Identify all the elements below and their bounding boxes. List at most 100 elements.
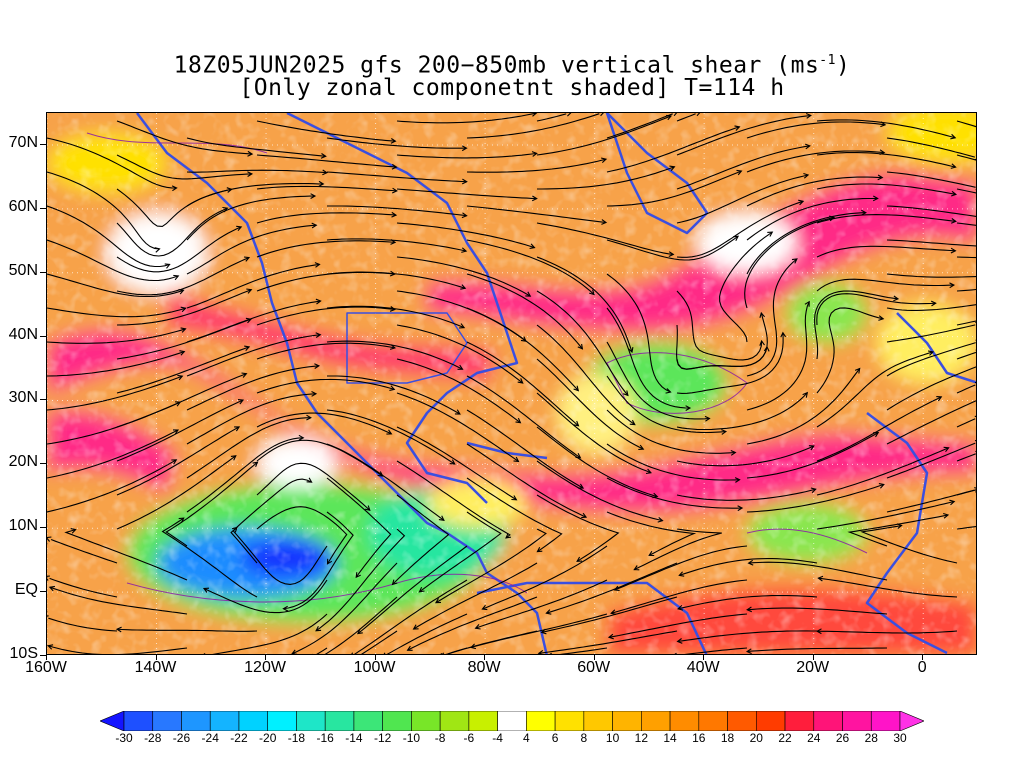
streamline-arrow	[391, 211, 398, 218]
colorbar-label: -26	[172, 731, 191, 745]
streamline-arrow	[237, 399, 245, 405]
streamline	[186, 437, 304, 513]
colorbar-label: -28	[144, 731, 162, 745]
shear-map	[46, 112, 977, 655]
streamline	[466, 113, 600, 139]
streamline	[165, 461, 258, 547]
streamline	[536, 256, 633, 353]
streamline-arrow	[177, 374, 184, 381]
streamline	[186, 365, 319, 411]
streamline	[466, 341, 579, 427]
streamline-arrow	[179, 350, 186, 356]
streamline	[47, 429, 179, 479]
streamline	[212, 613, 328, 654]
lat-tick	[40, 271, 46, 273]
streamline-arrow	[230, 455, 237, 461]
streamline	[116, 318, 252, 360]
streamline-arrow	[178, 517, 185, 523]
streamline	[186, 334, 321, 377]
streamline	[466, 443, 587, 518]
streamline	[47, 351, 185, 377]
streamline	[746, 121, 886, 139]
streamline	[256, 120, 396, 142]
streamline	[116, 120, 253, 155]
streamline	[746, 258, 798, 377]
streamline	[326, 238, 467, 252]
streamline-arrow	[975, 128, 976, 129]
streamline	[482, 545, 608, 610]
streamline-arrow	[390, 239, 397, 245]
streamline	[956, 453, 976, 462]
streamline-arrow	[613, 585, 620, 592]
streamline	[256, 240, 396, 258]
streamline	[475, 579, 608, 629]
lon-tick	[812, 655, 814, 660]
colorbar-swatch	[468, 711, 498, 731]
streamline	[956, 384, 976, 394]
streamline-arrow	[460, 284, 467, 290]
streamline-arrow	[505, 533, 511, 539]
colorbar-swatch	[583, 711, 613, 731]
shear-map-svg	[47, 113, 977, 654]
streamline-arrow	[389, 306, 396, 312]
lon-tick	[155, 655, 157, 660]
streamline-arrow	[531, 195, 538, 202]
streamline	[816, 245, 956, 258]
lat-label: 10S	[9, 645, 38, 662]
streamline	[396, 222, 535, 249]
streamline	[466, 239, 595, 295]
streamline	[256, 271, 395, 292]
streamline	[611, 579, 748, 614]
streamline-arrow	[172, 429, 180, 435]
lat-tick	[40, 527, 46, 529]
streamline-arrow	[803, 172, 810, 179]
streamline-arrow	[236, 225, 243, 232]
streamline	[816, 293, 936, 326]
lat-label: 20N	[8, 453, 38, 471]
colorbar-swatch	[842, 711, 872, 731]
streamline-arrow	[950, 218, 957, 224]
streamline-arrow	[391, 579, 398, 586]
streamline-arrow	[311, 391, 318, 397]
streamline	[816, 183, 956, 195]
streamline-arrow	[573, 385, 580, 392]
streamline	[676, 200, 804, 258]
streamline-arrow	[47, 575, 50, 581]
streamline-arrow	[389, 385, 396, 391]
streamline	[606, 235, 739, 261]
streamline	[407, 596, 538, 651]
streamline-arrow	[513, 456, 520, 463]
streamline	[956, 188, 976, 194]
streamline	[536, 115, 672, 156]
streamline	[860, 524, 958, 564]
streamline-arrow	[326, 558, 333, 565]
streamline	[466, 375, 581, 459]
streamline-arrow	[734, 125, 741, 131]
streamline-arrow	[976, 487, 977, 492]
streamline-arrow	[936, 396, 943, 402]
streamline	[634, 528, 722, 571]
streamline-arrow	[314, 262, 321, 268]
streamline-arrow	[386, 429, 393, 435]
streamline-arrow	[673, 113, 678, 117]
streamline	[676, 113, 696, 122]
streamline-arrow	[633, 565, 640, 571]
lat-label: 70N	[8, 133, 38, 151]
streamline-arrow	[600, 113, 604, 117]
streamline-arrow	[589, 289, 595, 296]
streamline	[956, 256, 976, 259]
streamline	[559, 647, 608, 654]
colorbar-label: 24	[807, 731, 821, 745]
streamline	[116, 257, 250, 296]
streamline-arrow	[180, 327, 187, 333]
streamline-arrow	[457, 364, 464, 370]
streamline-arrow	[389, 344, 397, 350]
streamline-arrow	[645, 468, 652, 475]
streamline	[676, 392, 808, 431]
streamline-arrow	[817, 575, 824, 582]
streamline	[886, 400, 976, 445]
streamline	[816, 351, 934, 428]
streamline-arrow	[481, 604, 488, 611]
streamline	[606, 511, 697, 556]
streamline	[256, 462, 371, 511]
